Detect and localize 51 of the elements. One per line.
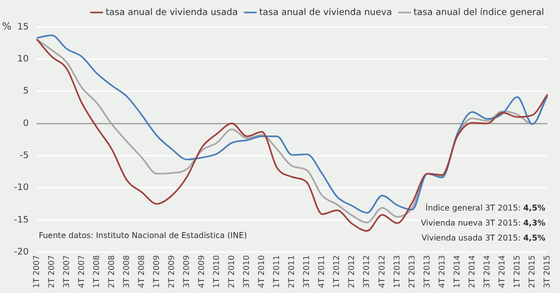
x-tick-label: 1T 2014 [452,255,462,288]
x-tick-label: 2T 2014 [467,255,476,288]
x-tick-label: 3T 2015 [542,255,552,288]
x-tick-label: 2T 2015 [527,255,536,288]
x-tick-label: 2T 2011 [287,255,296,288]
x-tick-label: 4T 2011 [317,255,326,288]
y-tick-label: 0 [22,118,29,129]
x-tick-label: 4T 2008 [136,255,146,288]
y-axis-title: % [2,22,12,33]
y-tick-label: -5 [20,150,29,161]
x-tick-label: 3T 2010 [242,255,252,288]
annotation: Índice general 3T 2015: 4,5% [426,202,546,212]
x-tick-label: 1T 2009 [152,255,161,288]
x-tick-label: 3T 2007 [62,255,71,288]
x-tick-label: 4T 2010 [257,255,266,288]
x-tick-label: 4T 2007 [76,255,86,288]
legend-label: tasa anual de vivienda usada [106,8,238,18]
x-tick-label: 4T 2012 [377,255,386,288]
annotation: Fuente datos: Instituto Nacional de Estadística (INE) [38,231,247,240]
y-tick-label: -20 [14,247,29,258]
y-tick-label: 5 [22,86,29,97]
x-tick-label: 3T 2014 [482,255,492,288]
y-tick-label: -15 [14,215,29,226]
x-tick-label: 4T 2013 [437,255,446,288]
x-tick-label: 3T 2008 [122,255,131,288]
x-tick-label: 1T 2011 [272,255,282,288]
x-tick-label: 2T 2008 [106,255,116,288]
y-tick-label: -10 [14,183,29,194]
annotation: Vivienda usada 3T 2015: 4,5% [421,233,546,242]
x-tick-label: 2T 2013 [407,255,416,288]
x-tick-label: 1T 2008 [92,255,101,288]
annotation: Vivienda nueva 3T 2015: 4,3% [420,218,546,228]
legend-label: tasa anual de vivienda nueva [259,8,392,18]
x-tick-label: 1T 2007 [32,255,41,288]
legend-label: tasa anual del índice general [414,6,544,18]
x-tick-label: 1T 2012 [332,255,342,288]
x-tick-label: 2T 2012 [347,255,356,288]
x-tick-label: 4T 2014 [497,255,506,288]
x-tick-label: 1T 2013 [392,255,402,288]
x-tick-label: 4T 2009 [197,255,206,288]
x-tick-label: 2T 2010 [227,255,236,288]
x-tick-label: 1T 2010 [212,255,222,288]
x-tick-label: 3T 2011 [302,255,312,288]
x-tick-label: 3T 2009 [182,255,191,288]
x-tick-label: 2T 2007 [46,255,56,288]
y-tick-label: 10 [17,54,29,65]
x-tick-label: 3T 2012 [362,255,372,288]
x-tick-label: 3T 2013 [422,255,432,288]
x-tick-label: 2T 2009 [166,255,176,288]
x-tick-label: 1T 2015 [512,255,522,288]
y-tick-label: 15 [17,22,29,32]
